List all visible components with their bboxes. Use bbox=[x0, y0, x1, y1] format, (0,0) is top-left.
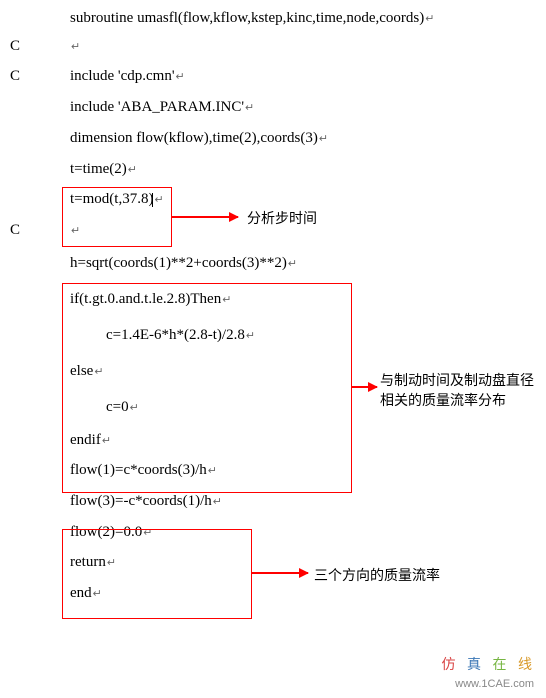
code-text: flow(3)=-c*coords(1)/h↵ bbox=[70, 486, 222, 518]
comment-marker: C bbox=[10, 215, 20, 245]
return-char: ↵ bbox=[319, 133, 328, 145]
return-char: ↵ bbox=[128, 164, 137, 176]
fortran-code-block: subroutine umasfl(flow,kflow,kstep,kinc,… bbox=[0, 5, 546, 609]
watermark-char-1: 仿 bbox=[442, 658, 460, 673]
return-char: ↵ bbox=[213, 496, 222, 508]
arrow-1 bbox=[172, 216, 238, 218]
return-char: ↵ bbox=[246, 330, 255, 342]
code-line: dimension flow(kflow),time(2),coords(3)↵ bbox=[0, 123, 546, 154]
return-char: ↵ bbox=[176, 71, 185, 83]
annotation-2-line2: 相关的质量流率分布 bbox=[380, 394, 506, 409]
watermark-char-4: 线 bbox=[518, 658, 536, 673]
code-text: subroutine umasfl(flow,kflow,kstep,kinc,… bbox=[70, 5, 434, 32]
code-line: if(t.gt.0.and.t.le.2.8)Then↵ bbox=[0, 281, 546, 317]
code-text: dimension flow(kflow),time(2),coords(3)↵ bbox=[70, 123, 328, 155]
return-char: ↵ bbox=[107, 557, 116, 569]
return-char: ↵ bbox=[425, 13, 434, 25]
comment-marker: C bbox=[10, 61, 20, 92]
code-line: h=sqrt(coords(1)**2+coords(3)**2)↵ bbox=[0, 245, 546, 281]
code-text: include 'ABA_PARAM.INC'↵ bbox=[70, 92, 254, 124]
code-text: if(t.gt.0.and.t.le.2.8)Then↵ bbox=[70, 281, 231, 318]
code-text: t=mod(t,37.8)↵ bbox=[70, 184, 164, 216]
return-char: ↵ bbox=[245, 102, 254, 114]
code-text: return↵ bbox=[70, 547, 116, 579]
arrow-2 bbox=[352, 386, 377, 388]
annotation-1: 分析步时间 bbox=[247, 208, 317, 228]
code-text: else↵ bbox=[70, 353, 104, 390]
code-text: flow(1)=c*coords(3)/h↵ bbox=[70, 455, 217, 487]
code-line: flow(1)=c*coords(3)/h↵ bbox=[0, 455, 546, 486]
return-char: ↵ bbox=[154, 194, 163, 206]
return-char: ↵ bbox=[71, 41, 80, 53]
return-char: ↵ bbox=[130, 402, 139, 414]
watermark-brand: 仿 真 在 线 bbox=[442, 654, 537, 674]
return-char: ↵ bbox=[143, 527, 152, 539]
watermark-char-3: 在 bbox=[493, 658, 511, 673]
code-text: c=0↵ bbox=[106, 389, 139, 426]
return-char: ↵ bbox=[288, 258, 297, 270]
return-char: ↵ bbox=[93, 588, 102, 600]
code-text: ↵ bbox=[70, 31, 80, 62]
comment-marker: C bbox=[10, 31, 20, 61]
code-line: flow(3)=-c*coords(1)/h↵ bbox=[0, 486, 546, 517]
code-text: end↵ bbox=[70, 578, 102, 610]
return-char: ↵ bbox=[94, 366, 103, 378]
arrow-3 bbox=[252, 572, 308, 574]
code-line: Cinclude 'cdp.cmn'↵ bbox=[0, 61, 546, 92]
code-line: end↵ bbox=[0, 578, 546, 609]
code-text: ↵ bbox=[70, 215, 80, 246]
code-text: h=sqrt(coords(1)**2+coords(3)**2)↵ bbox=[70, 245, 297, 282]
watermark-char-2: 真 bbox=[467, 658, 485, 673]
code-line: endif↵ bbox=[0, 425, 546, 455]
code-line: c=1.4E-6*h*(2.8-t)/2.8↵ bbox=[0, 317, 546, 353]
code-line: flow(2)=0.0↵ bbox=[0, 517, 546, 547]
code-text: endif↵ bbox=[70, 425, 111, 456]
watermark-url: www.1CAE.com bbox=[455, 678, 534, 690]
return-char: ↵ bbox=[71, 225, 80, 237]
annotation-2: 与制动时间及制动盘直径 相关的质量流率分布 bbox=[380, 372, 534, 412]
return-char: ↵ bbox=[102, 435, 111, 447]
return-char: ↵ bbox=[222, 294, 231, 306]
return-char: ↵ bbox=[208, 465, 217, 477]
code-text: include 'cdp.cmn'↵ bbox=[70, 61, 185, 93]
code-line: subroutine umasfl(flow,kflow,kstep,kinc,… bbox=[0, 5, 546, 31]
code-text: c=1.4E-6*h*(2.8-t)/2.8↵ bbox=[106, 317, 255, 354]
code-text: flow(2)=0.0↵ bbox=[70, 517, 152, 548]
code-line: C↵ bbox=[0, 31, 546, 61]
annotation-3: 三个方向的质量流率 bbox=[314, 565, 440, 585]
code-line: t=time(2)↵ bbox=[0, 154, 546, 184]
code-line: include 'ABA_PARAM.INC'↵ bbox=[0, 92, 546, 123]
code-text: t=time(2)↵ bbox=[70, 154, 137, 185]
annotation-2-line1: 与制动时间及制动盘直径 bbox=[380, 374, 534, 389]
